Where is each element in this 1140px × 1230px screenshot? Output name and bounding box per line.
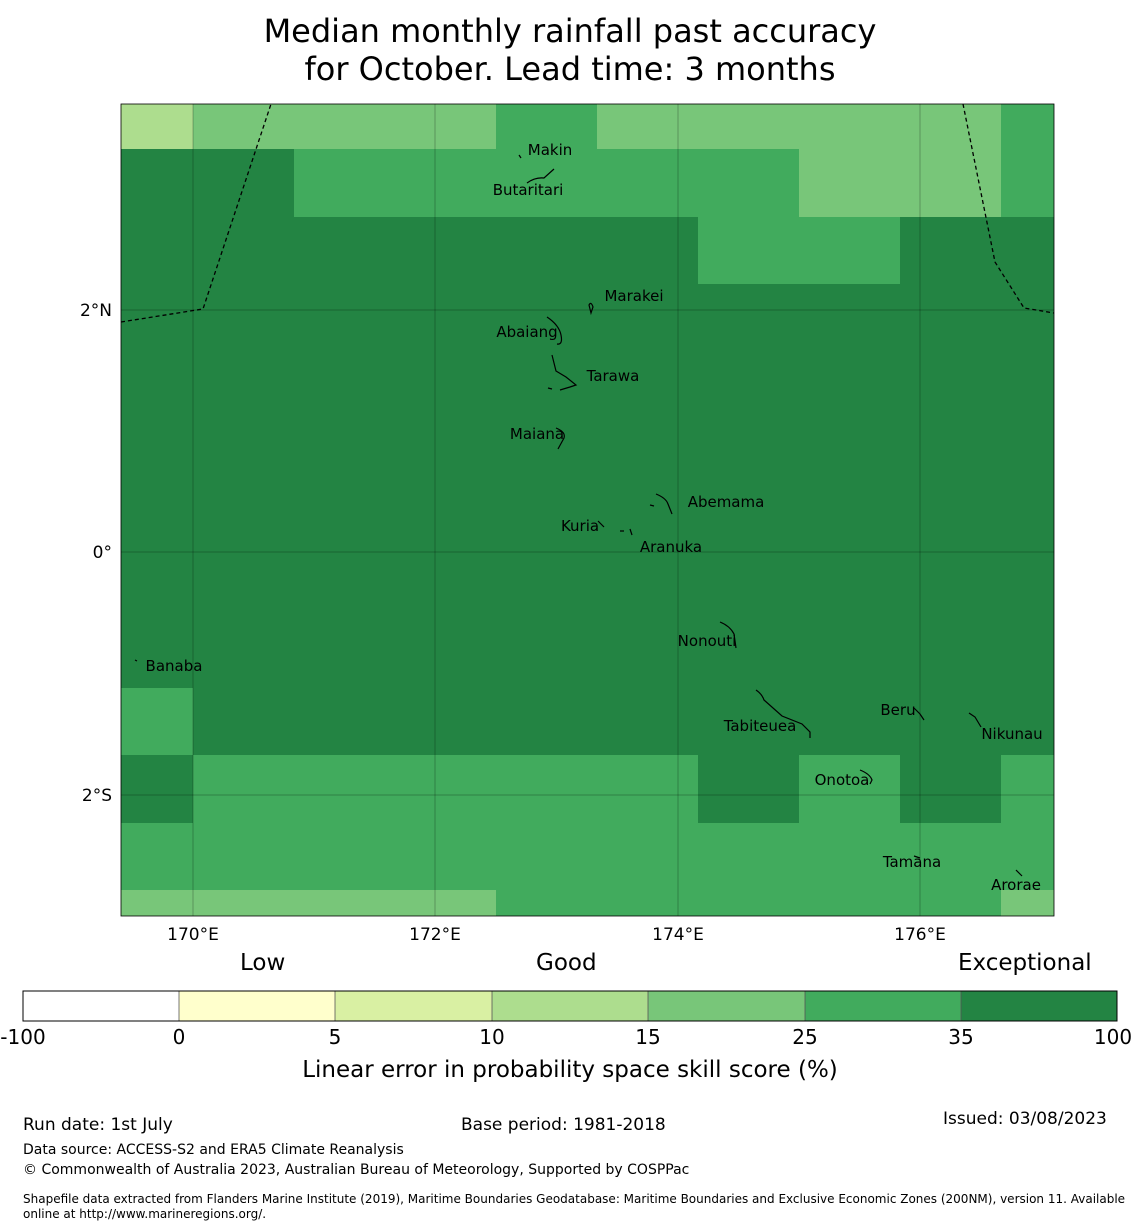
colorbar-axis-label: Linear error in probability space skill … bbox=[302, 1057, 838, 1083]
map-frame bbox=[120, 103, 1055, 917]
grid-cell-25-35 bbox=[799, 149, 1001, 217]
colorbar-segment bbox=[335, 991, 492, 1021]
colorbar-tick-label: 5 bbox=[329, 1025, 342, 1049]
grid-cell-35-100 bbox=[1001, 755, 1054, 823]
grid-cell-25-35 bbox=[193, 104, 496, 149]
island-label-nikunau: Nikunau bbox=[981, 725, 1042, 743]
lon-tick-label: 170°E bbox=[167, 925, 219, 945]
island-label-beru: Beru bbox=[880, 701, 915, 719]
colorbar: -100 0 5 10 15 25 35 100 Linear error in… bbox=[0, 990, 1132, 1083]
grid-cell-25-35 bbox=[121, 890, 496, 916]
grid-cell-35-100 bbox=[121, 823, 1054, 890]
colorbar-tick-label: 0 bbox=[173, 1025, 186, 1049]
colorbar-segment bbox=[648, 991, 805, 1021]
lat-tick-label: 2°S bbox=[82, 786, 112, 806]
grid-cell-35-100 bbox=[496, 890, 1001, 916]
grid-cell-35-100 bbox=[121, 688, 193, 755]
lon-tick-label: 176°E bbox=[894, 925, 946, 945]
colorbar-segment bbox=[492, 991, 648, 1021]
grid-cell-35-100 bbox=[193, 755, 698, 823]
run-date: Run date: 1st July bbox=[23, 1115, 173, 1135]
category-low: Low bbox=[240, 950, 286, 976]
grid-cell-35-100 bbox=[799, 755, 900, 823]
shapefile-credit-line-2: online at http://www.marineregions.org/. bbox=[23, 1207, 267, 1221]
island-label-tamana: Tamana bbox=[882, 853, 941, 871]
rainfall-skill-map: 170°E 172°E 174°E 176°E 2°N 0° 2°S Makin… bbox=[0, 103, 1132, 1083]
grid-cell-35-100 bbox=[1001, 104, 1054, 149]
colorbar-tick-label: 100 bbox=[1094, 1025, 1132, 1049]
island-label-banaba: Banaba bbox=[146, 657, 203, 675]
colorbar-tick-label: 15 bbox=[635, 1025, 660, 1049]
lat-tick-label: 0° bbox=[93, 543, 112, 563]
grid-cell-35-100 bbox=[496, 104, 597, 149]
grid-cell-25-35 bbox=[1001, 890, 1054, 916]
island-label-arorae: Arorae bbox=[991, 876, 1041, 894]
grid-cell-15-25 bbox=[121, 104, 193, 149]
colorbar-tick-label: -100 bbox=[0, 1025, 45, 1049]
eez-boundary bbox=[121, 104, 1054, 323]
copyright-notice: © Commonwealth of Australia 2023, Austra… bbox=[23, 1162, 690, 1178]
shapefile-credit-line-1: Shapefile data extracted from Flanders M… bbox=[23, 1192, 1126, 1206]
graticule bbox=[121, 104, 1054, 916]
island-label-aranuka: Aranuka bbox=[640, 538, 702, 556]
grid-cell-35-100 bbox=[1001, 149, 1054, 217]
island-label-tarawa: Tarawa bbox=[586, 367, 640, 385]
island-label-kuria: Kuria bbox=[561, 517, 599, 535]
category-exceptional: Exceptional bbox=[958, 950, 1092, 976]
colorbar-segment bbox=[179, 991, 335, 1021]
map-title-line-1: Median monthly rainfall past accuracy bbox=[263, 12, 877, 50]
lon-tick-label: 174°E bbox=[652, 925, 704, 945]
island-label-makin: Makin bbox=[528, 141, 573, 159]
issued-date: Issued: 03/08/2023 bbox=[943, 1109, 1107, 1129]
base-period: Base period: 1981-2018 bbox=[461, 1115, 666, 1135]
colorbar-tick-label: 35 bbox=[948, 1025, 973, 1049]
skill-grid bbox=[121, 104, 1054, 916]
island-label-marakei: Marakei bbox=[604, 287, 663, 305]
category-good: Good bbox=[536, 950, 597, 976]
colorbar-segment bbox=[23, 991, 179, 1021]
island-outlines bbox=[134, 154, 1023, 877]
grid-cell-25-35 bbox=[597, 104, 1001, 149]
island-label-onotoa: Onotoa bbox=[815, 771, 870, 789]
island-label-abaiang: Abaiang bbox=[496, 323, 557, 341]
grid-cell-35-100 bbox=[698, 217, 900, 284]
data-source: Data source: ACCESS-S2 and ERA5 Climate … bbox=[23, 1142, 404, 1158]
map-title-line-2: for October. Lead time: 3 months bbox=[304, 50, 836, 88]
lon-tick-label: 172°E bbox=[409, 925, 461, 945]
island-label-butaritari: Butaritari bbox=[493, 181, 564, 199]
colorbar-segment bbox=[805, 991, 961, 1021]
colorbar-segment bbox=[961, 991, 1117, 1021]
lat-tick-label: 2°N bbox=[80, 301, 112, 321]
island-label-abemama: Abemama bbox=[688, 493, 765, 511]
colorbar-tick-label: 10 bbox=[479, 1025, 504, 1049]
grid-cell-35-100 bbox=[294, 149, 799, 217]
colorbar-tick-label: 25 bbox=[792, 1025, 817, 1049]
island-label-nonouti: Nonouti bbox=[678, 632, 737, 650]
island-label-maiana: Maiana bbox=[510, 425, 564, 443]
island-label-tabiteuea: Tabiteuea bbox=[723, 717, 797, 735]
